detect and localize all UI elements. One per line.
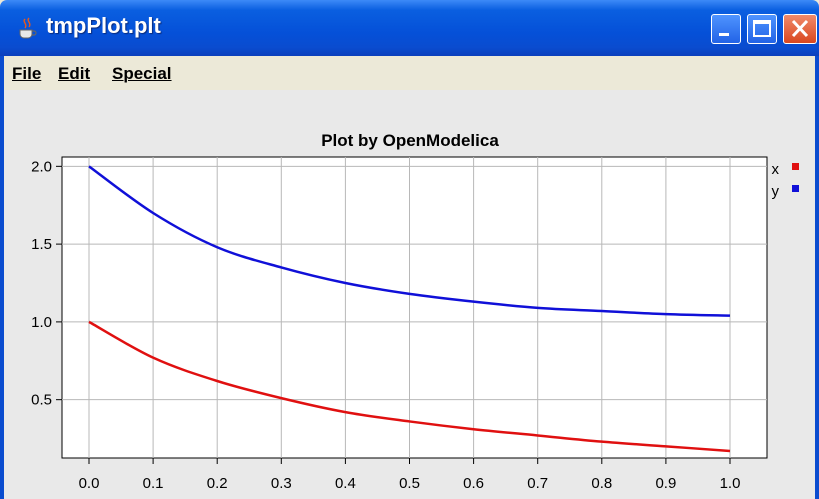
y-tick-label: 0.5 (31, 392, 52, 409)
y-tick-label: 1.0 (31, 314, 52, 331)
close-button[interactable] (783, 14, 817, 44)
x-tick-label: 0.8 (591, 475, 612, 492)
x-tick-label: 0.1 (143, 475, 164, 492)
window-frame-right (815, 56, 819, 499)
plot-area: 0.0 0.1 0.2 0.3 0.4 0.5 0.6 0.7 0.8 0.9 1.0 0.5 1.0 1… (0, 90, 819, 499)
minimize-button[interactable] (711, 14, 741, 44)
window-title: tmpPlot.plt (46, 13, 161, 38)
maximize-icon (753, 20, 771, 37)
legend-swatch-y (792, 185, 799, 192)
line-chart[interactable]: 0.0 0.1 0.2 0.3 0.4 0.5 0.6 0.7 0.8 0.9 1.0 0.5 1.0 1… (0, 90, 819, 499)
grid (62, 157, 767, 458)
window-frame-left (0, 56, 4, 499)
java-cup-icon (19, 17, 37, 39)
x-tick-label: 0.3 (271, 475, 292, 492)
menu-edit[interactable]: Edit (58, 64, 91, 83)
x-tick-label: 0.6 (463, 475, 484, 492)
legend: xy (772, 161, 799, 200)
legend-label-x: x (772, 161, 780, 178)
ticks: 0.0 0.1 0.2 0.3 0.4 0.5 0.6 0.7 0.8 0.9 1.0 0.5 1.0 1… (31, 158, 740, 492)
close-icon (791, 19, 809, 38)
x-tick-label: 0.7 (527, 475, 548, 492)
x-tick-label: 0.2 (207, 475, 228, 492)
x-tick-label: 0.5 (399, 475, 420, 492)
x-tick-label: 1.0 (720, 475, 741, 492)
chart-title: Plot by OpenModelica (321, 131, 499, 150)
menu-special[interactable]: Special (112, 64, 172, 83)
x-tick-label: 0.4 (335, 475, 356, 492)
x-tick-label: 0.0 (79, 475, 100, 492)
maximize-button[interactable] (747, 14, 777, 44)
y-tick-label: 2.0 (31, 158, 52, 175)
plot-frame (61, 156, 768, 459)
y-tick-label: 1.5 (31, 236, 52, 253)
minimize-icon (719, 33, 729, 36)
legend-label-y: y (772, 183, 780, 200)
legend-swatch-x (792, 163, 799, 170)
title-bar[interactable]: tmpPlot.plt (0, 0, 819, 56)
menu-file[interactable]: File (12, 64, 42, 83)
menu-bar: File Edit Special (0, 56, 819, 90)
series-lines (88, 165, 731, 453)
x-tick-label: 0.9 (655, 475, 676, 492)
